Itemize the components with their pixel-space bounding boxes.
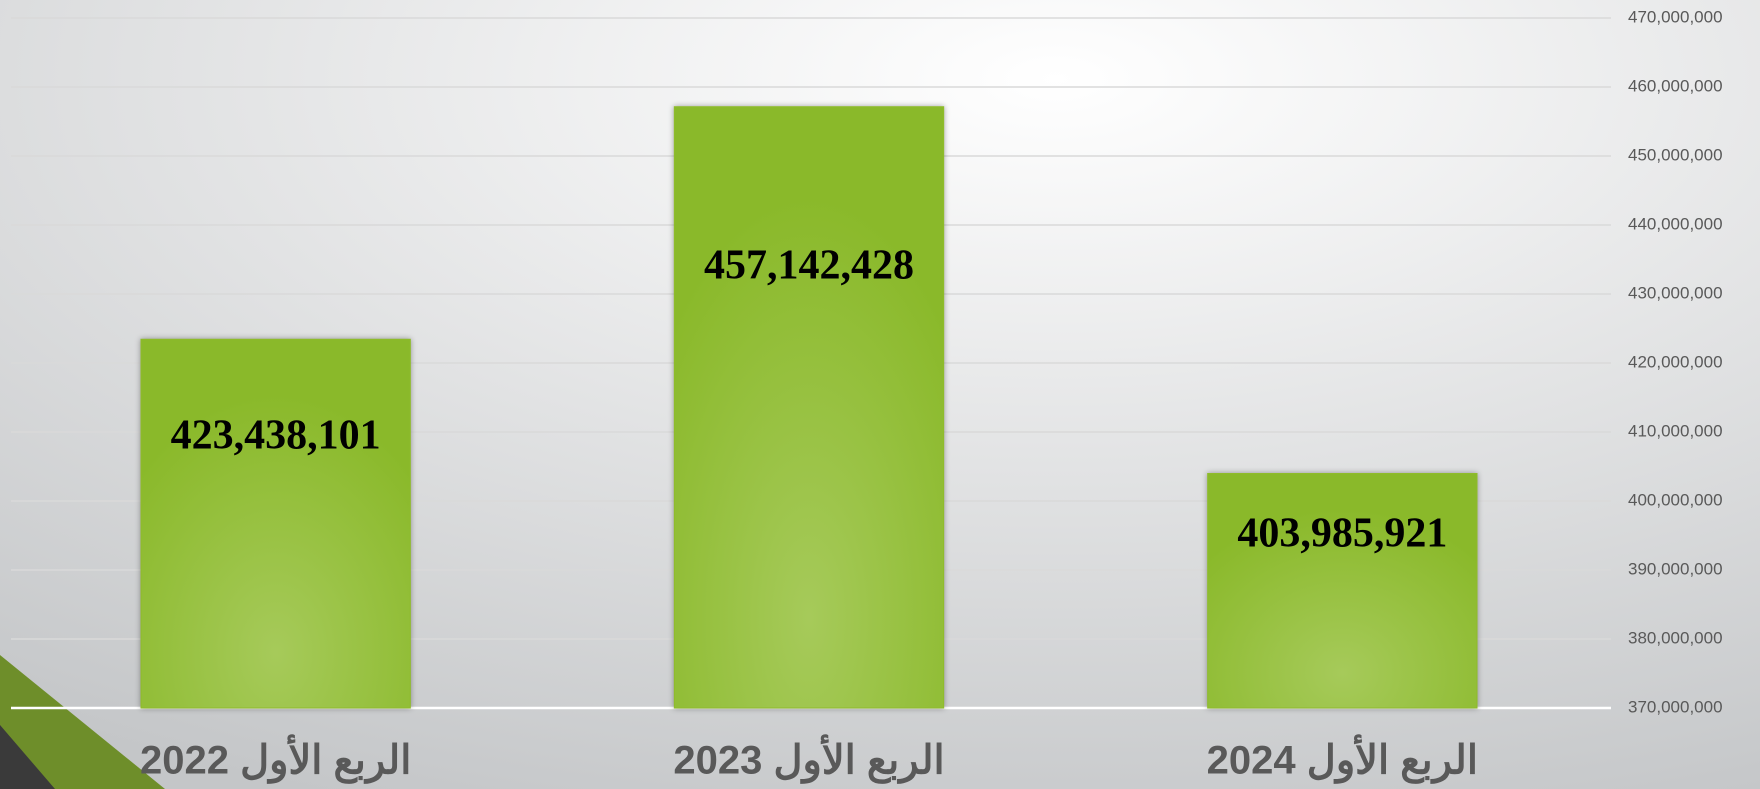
value-label: 423,438,101: [171, 412, 381, 458]
y-tick-label: 390,000,000: [1628, 559, 1723, 578]
y-tick-label: 450,000,000: [1628, 145, 1723, 164]
x-tick-label: الربع الأول 2022: [140, 734, 411, 785]
bar: [140, 338, 411, 709]
y-tick-label: 400,000,000: [1628, 490, 1723, 509]
y-tick-label: 410,000,000: [1628, 421, 1723, 440]
y-tick-label: 460,000,000: [1628, 76, 1723, 95]
y-tick-label: 420,000,000: [1628, 352, 1723, 371]
bar: [1207, 472, 1478, 709]
y-tick-label: 440,000,000: [1628, 214, 1723, 233]
y-tick-label: 380,000,000: [1628, 628, 1723, 647]
x-tick-label: الربع الأول 2023: [673, 734, 944, 785]
x-tick-label: الربع الأول 2024: [1207, 734, 1478, 785]
bar: [673, 106, 945, 709]
y-tick-label: 370,000,000: [1628, 697, 1723, 716]
y-tick-label: 430,000,000: [1628, 283, 1723, 302]
y-tick-label: 470,000,000: [1628, 7, 1723, 26]
decoration: [0, 655, 165, 789]
plot: 370,000,000 380,000,000 390,000,000 400,000…: [11, 7, 1723, 785]
value-label: 403,985,921: [1237, 510, 1447, 556]
value-label: 457,142,428: [704, 243, 914, 289]
decoration: [0, 725, 55, 789]
